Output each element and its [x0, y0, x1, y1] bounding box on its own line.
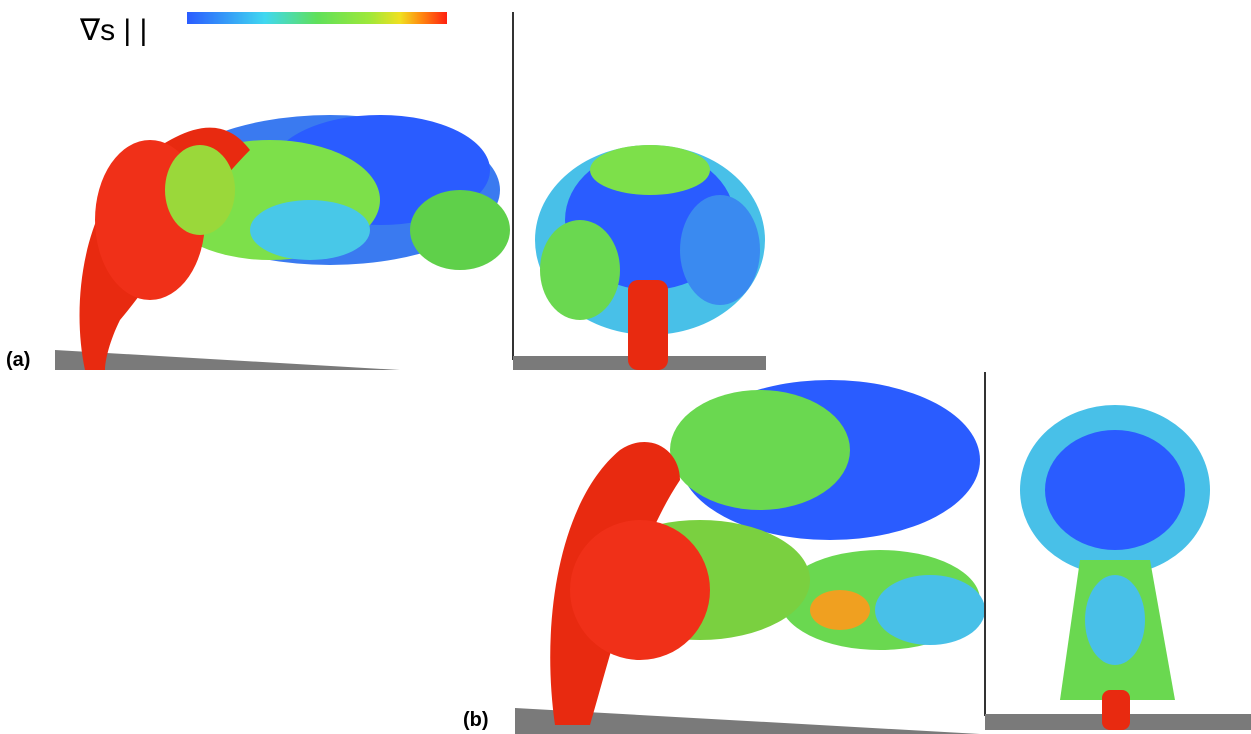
- plume-a-side: [79, 115, 510, 370]
- floor: [515, 708, 980, 734]
- colorbar: [187, 12, 447, 24]
- panel-label: (a): [6, 349, 30, 371]
- floor: [55, 350, 400, 370]
- colorbar-label: ∇s | |: [79, 14, 147, 47]
- plume-b-front: [1020, 405, 1210, 730]
- plume-a-front: [535, 145, 765, 370]
- plume-b-side: [550, 380, 985, 725]
- panel-label: (b): [463, 709, 489, 731]
